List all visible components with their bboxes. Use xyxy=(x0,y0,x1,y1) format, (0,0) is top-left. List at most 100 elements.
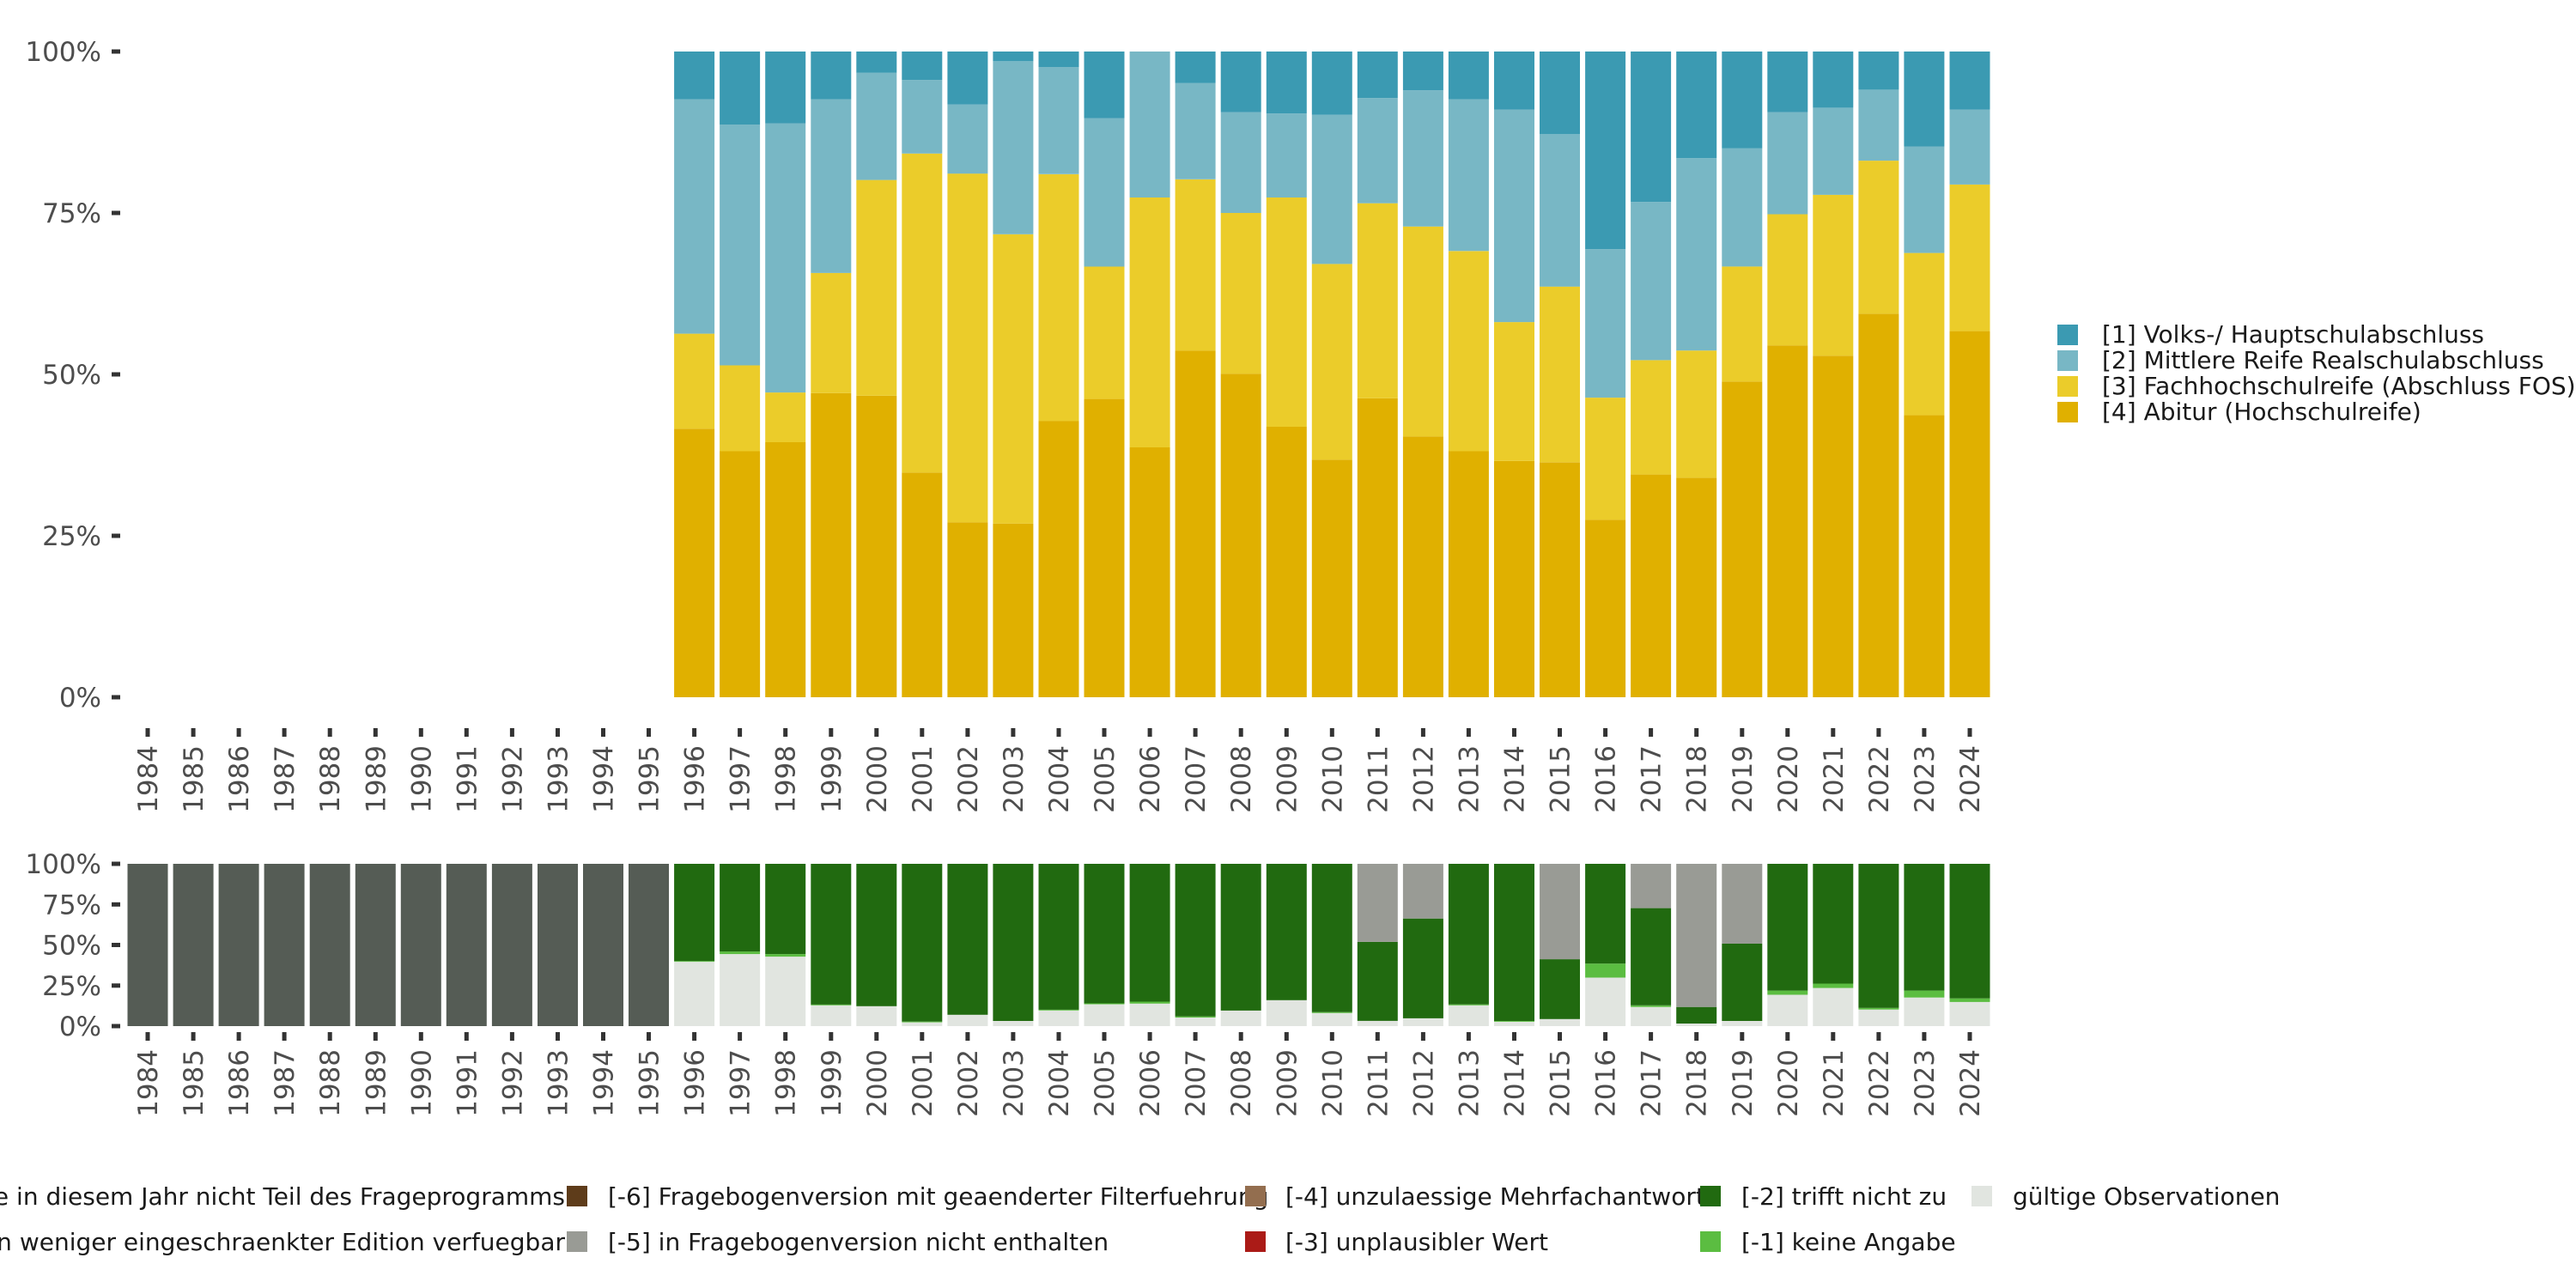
y-tick-label: 100% xyxy=(25,37,101,68)
bar-segment xyxy=(811,272,852,393)
bar-segment xyxy=(993,234,1034,524)
x-tick-label: 2022 xyxy=(1864,1049,1895,1117)
x-tick-label: 1992 xyxy=(497,1049,528,1117)
x-tick-label: 1989 xyxy=(361,745,392,813)
bar-segment xyxy=(1311,264,1352,460)
bar-segment xyxy=(720,365,761,452)
x-tick xyxy=(1466,1032,1471,1041)
x-tick-label: 2014 xyxy=(1500,745,1531,813)
x-tick-label: 2024 xyxy=(1955,1049,1986,1117)
x-tick xyxy=(1329,1032,1334,1041)
legend-label: [-6] Fragebogenversion mit geaenderter F… xyxy=(608,1182,1268,1211)
bar-segment xyxy=(720,451,761,697)
x-tick xyxy=(874,1032,879,1041)
x-tick-label: 1990 xyxy=(406,745,437,813)
x-tick xyxy=(191,728,196,737)
top-plot-education xyxy=(674,52,1990,697)
bar-segment xyxy=(1311,459,1352,697)
x-tick xyxy=(783,1032,788,1041)
legend-label: [-1] keine Angabe xyxy=(1741,1228,1956,1256)
bar-segment xyxy=(1585,398,1626,520)
x-tick xyxy=(464,728,469,737)
bar-segment xyxy=(902,153,943,473)
x-tick xyxy=(1375,728,1380,737)
legend-label: [-4] unzulaessige Mehrfachantwort xyxy=(1285,1182,1705,1211)
legend-swatch xyxy=(2057,402,2078,422)
bar-segment xyxy=(1676,52,1717,159)
x-tick-label: 1986 xyxy=(224,745,255,813)
legend-swatch xyxy=(2057,350,2078,371)
bar-segment xyxy=(1904,997,1945,1026)
x-tick xyxy=(1558,1032,1562,1041)
bar-segment xyxy=(1038,864,1079,1010)
x-tick-label: 1987 xyxy=(270,745,301,813)
bar-segment xyxy=(765,442,806,697)
bar-segment xyxy=(1494,322,1534,461)
bar-segment xyxy=(1676,158,1717,351)
top-x-axis: 1984 1985 1986 1987 1988 1989 1990 1991 1992 1993… xyxy=(133,728,1986,813)
bar-segment xyxy=(538,864,578,1026)
bar-segment xyxy=(1311,52,1352,115)
x-tick-label: 2001 xyxy=(908,1049,939,1117)
x-tick xyxy=(418,728,423,737)
x-tick-label: 2003 xyxy=(999,1049,1030,1117)
bar-segment xyxy=(1175,1016,1216,1018)
x-tick xyxy=(327,1032,332,1041)
bar-segment xyxy=(1129,1001,1170,1004)
bar-segment xyxy=(902,80,943,154)
bar-segment xyxy=(947,52,988,105)
x-tick xyxy=(236,1032,241,1041)
bar-segment xyxy=(1767,990,1808,995)
x-tick-label: 2023 xyxy=(1910,745,1941,813)
x-tick-label: 1997 xyxy=(726,745,756,813)
x-tick-label: 2012 xyxy=(1408,1049,1439,1117)
x-tick xyxy=(373,728,378,737)
x-tick-label: 2001 xyxy=(908,745,939,813)
bar-segment xyxy=(720,954,761,1026)
x-tick-label: 1999 xyxy=(817,1049,848,1117)
x-tick-label: 1999 xyxy=(817,745,848,813)
bar-segment xyxy=(674,864,715,962)
x-tick xyxy=(1329,728,1334,737)
y-tick-label: 50% xyxy=(42,931,101,962)
x-tick-label: 1988 xyxy=(315,1049,346,1117)
bar-segment xyxy=(1175,350,1216,697)
bar-segment xyxy=(1722,864,1763,944)
legend-label: [-5] in Fragebogenversion nicht enthalte… xyxy=(608,1228,1109,1256)
bar-segment xyxy=(264,864,305,1026)
x-tick xyxy=(1466,728,1471,737)
bar-segment xyxy=(1540,1018,1580,1026)
x-tick-label: 2006 xyxy=(1135,745,1166,813)
x-tick xyxy=(1238,728,1243,737)
bar-segment xyxy=(1175,864,1216,1017)
x-tick xyxy=(1967,1032,1972,1041)
legend-label: [4] Abitur (Hochschulreife) xyxy=(2102,398,2421,426)
bar-segment xyxy=(1676,1006,1717,1024)
x-tick xyxy=(1193,1032,1198,1041)
bar-segment xyxy=(720,52,761,125)
bar-segment xyxy=(765,957,806,1026)
bar-segment xyxy=(1266,113,1307,197)
x-tick-label: 2021 xyxy=(1819,745,1850,813)
bar-segment xyxy=(1904,864,1945,991)
bar-segment xyxy=(720,125,761,366)
bar-segment xyxy=(1448,1005,1489,1026)
x-tick xyxy=(1785,1032,1790,1041)
bar-segment xyxy=(720,951,761,955)
y-tick xyxy=(112,49,120,54)
bar-segment xyxy=(1949,1001,1990,1026)
bar-segment xyxy=(811,864,852,1005)
bar-segment xyxy=(1949,864,1990,999)
x-tick xyxy=(145,728,150,737)
x-tick-label: 2013 xyxy=(1454,745,1485,813)
bar-segment xyxy=(1722,266,1763,382)
bar-segment xyxy=(1585,519,1626,697)
y-tick-label: 75% xyxy=(42,198,101,229)
x-tick-label: 1992 xyxy=(497,745,528,813)
x-tick xyxy=(601,1032,605,1041)
bar-segment xyxy=(1357,1021,1398,1026)
x-tick-label: 1993 xyxy=(544,745,574,813)
x-tick-label: 2007 xyxy=(1181,745,1212,813)
x-tick-label: 1985 xyxy=(179,745,210,813)
